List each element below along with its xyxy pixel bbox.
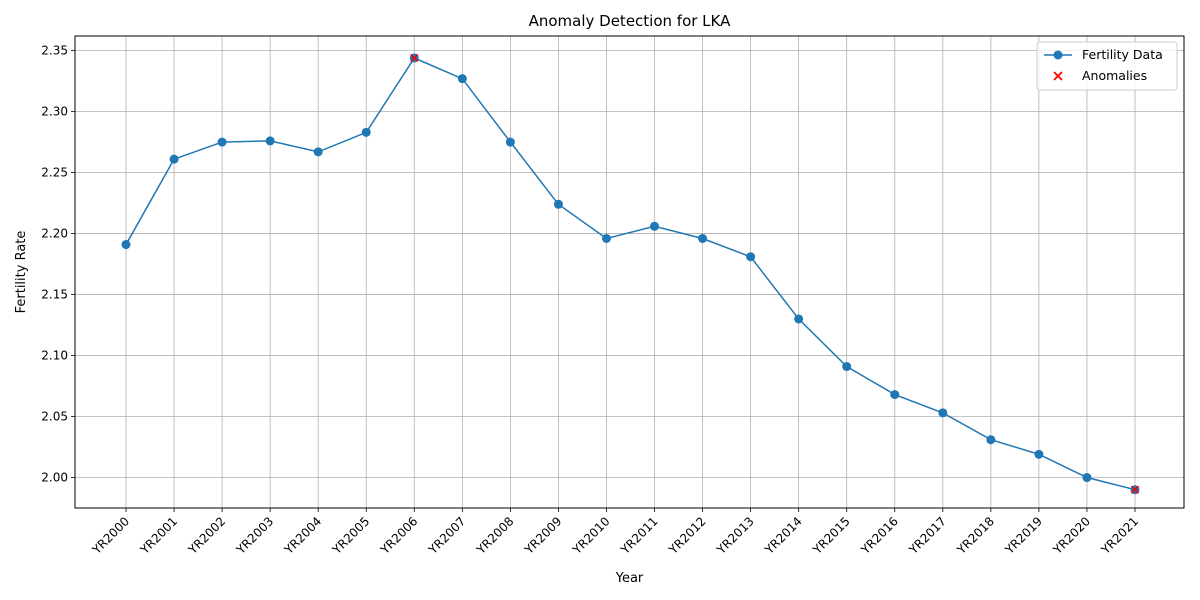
x-tick-label: YR2012 [665,514,708,557]
fertility-data-point [1034,449,1044,459]
legend-anomaly-marker [1053,71,1063,81]
series-layer [121,53,1140,495]
x-tick-label: YR2002 [185,514,228,557]
y-axis-label: Fertility Rate [14,231,29,314]
x-tick-label: YR2019 [1002,514,1045,557]
fertility-data-point [842,362,852,372]
x-tick-label: YR2018 [954,514,997,557]
fertility-data-point [698,233,708,243]
grid-lines [75,36,1184,508]
x-tick-label: YR2006 [377,514,420,557]
fertility-data-point [361,127,371,137]
plot-frame [74,35,1185,509]
anomaly-marker [410,53,419,63]
anomaly-marker [1130,485,1140,494]
fertility-data-point [505,137,515,147]
x-tick-label: YR2010 [569,514,612,557]
fertility-data-line [125,57,1136,491]
fertility-data-point [217,137,227,147]
fertility-data-point [986,435,996,445]
y-tick-label: 2.10 [41,349,68,363]
x-tick-label: YR2011 [617,514,660,557]
legend-anomaly-stroke [1053,71,1063,81]
x-tick-label: YR2007 [425,514,468,557]
legend-fertility-marker [1053,50,1063,60]
x-tick-label: YR2014 [761,514,804,557]
fertility-data-point [746,252,756,262]
x-tick-label: YR2003 [233,514,276,557]
x-tick-label: YR2008 [473,514,516,557]
fertility-data-point [601,233,611,243]
x-tick-label: YR2020 [1050,514,1093,557]
fertility-data-point [890,390,900,400]
fertility-data-point [1082,473,1092,483]
x-tick-label: YR2017 [906,514,949,557]
fertility-data-point [169,154,179,164]
anomaly-marker-stroke [1130,485,1140,494]
fertility-data-point [313,147,323,157]
x-tick-label: YR2001 [137,514,180,557]
y-tick-label: 2.05 [41,410,68,424]
y-axis-ticks: 2.00 2.05 2.10 2.15 2.20 2.25 2.30 2.35 [41,44,75,485]
legend-fertility-label: Fertility Data [1082,47,1163,62]
x-axis-ticks: YR2000 YR2001 YR2002 YR2003 YR2004 YR2005 YR20… [89,508,1141,558]
x-tick-label: YR2021 [1098,514,1141,557]
x-axis-label: Year [615,571,644,586]
fertility-data-point [121,240,131,250]
legend-anomaly-label: Anomalies [1082,68,1147,83]
y-tick-label: 2.15 [41,288,68,302]
y-tick-label: 2.20 [41,227,68,241]
fertility-data-point [938,408,948,418]
anomaly-marker-stroke [410,53,419,63]
fertility-data-point [265,136,275,146]
legend-box [1036,41,1178,91]
fertility-data-point [650,221,660,231]
legend: Fertility Data Anomalies [1036,41,1178,91]
y-tick-label: 2.35 [41,44,68,58]
x-tick-label: YR2004 [281,514,324,557]
x-tick-label: YR2013 [713,514,756,557]
x-tick-label: YR2015 [810,514,853,557]
x-tick-label: YR2016 [858,514,901,557]
x-tick-label: YR2000 [89,514,132,557]
x-tick-label: YR2009 [521,514,564,557]
fertility-data-point [553,199,563,209]
fertility-data-point [457,74,467,84]
x-tick-label: YR2005 [329,514,372,557]
y-tick-label: 2.00 [41,471,68,485]
y-tick-label: 2.30 [41,105,68,119]
chart-title: Anomaly Detection for LKA [529,12,732,30]
y-tick-label: 2.25 [41,166,68,180]
fertility-data-point [794,314,804,324]
